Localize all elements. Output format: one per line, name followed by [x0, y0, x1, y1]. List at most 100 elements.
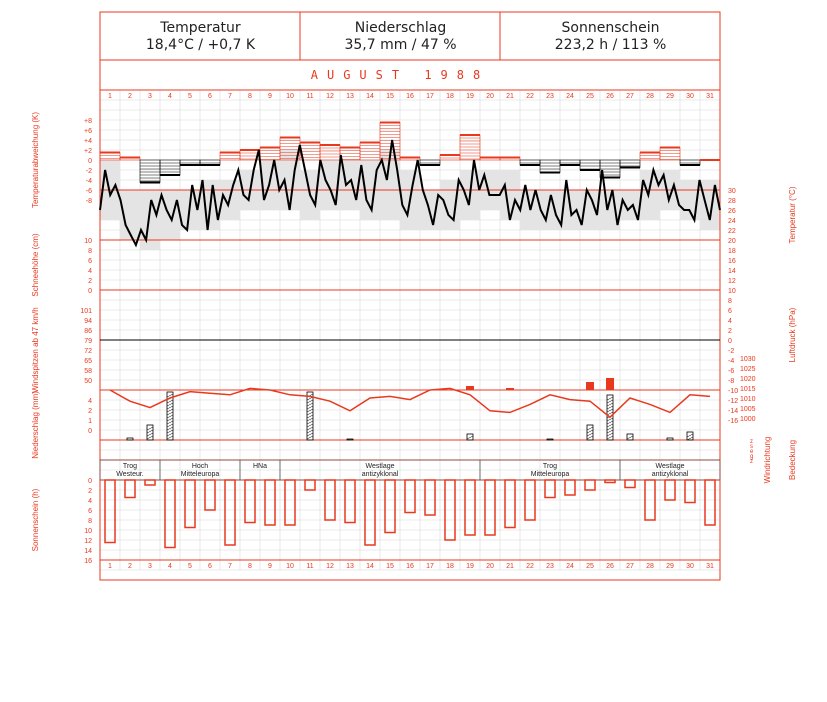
precipitation-hatch — [606, 399, 614, 404]
sunshine-bar — [164, 479, 176, 549]
precipitation-hatch — [306, 423, 314, 428]
day-label-top: 6 — [208, 93, 212, 100]
sunshine-bar — [344, 479, 356, 524]
tick-temperature: -16 — [728, 418, 738, 425]
sunshine-bar — [464, 479, 476, 536]
regime-label: HNa — [253, 463, 267, 470]
tick-temperature: 16 — [728, 258, 736, 265]
day-label-bottom: 17 — [426, 563, 434, 570]
precipitation-hatch — [306, 432, 314, 437]
precipitation-bar — [546, 438, 554, 441]
temperature-range-band — [140, 190, 160, 250]
precipitation-hatch — [166, 393, 174, 398]
day-label-bottom: 2 — [128, 563, 132, 570]
tick-temp-deviation: 0 — [88, 158, 92, 165]
precipitation-hatch — [166, 417, 174, 422]
tick-temp-deviation: -4 — [86, 178, 92, 185]
tick-sunshine: 14 — [84, 548, 92, 555]
tick-snow-depth: 0 — [88, 288, 92, 295]
tick-temp-deviation: +2 — [84, 148, 92, 155]
precipitation-hatch — [306, 414, 314, 419]
tick-precipitation: 4 — [88, 398, 92, 405]
label-layer: AUGUST 1988 1122334455667788991010111112… — [31, 68, 797, 570]
wind-gust-layer — [466, 378, 614, 390]
sunshine-bar — [564, 479, 576, 496]
axis-title-sunshine: Sonnenschein (h) — [31, 488, 40, 551]
temperature-range-band — [440, 180, 460, 230]
sunshine-bar — [224, 479, 236, 546]
regime-label: Mitteleuropa — [181, 471, 220, 478]
precipitation-hatch — [306, 411, 314, 416]
day-label-bottom: 19 — [466, 563, 474, 570]
day-label-bottom: 27 — [626, 563, 634, 570]
tick-temp-deviation: +6 — [84, 128, 92, 135]
precipitation-hatch — [586, 432, 594, 437]
tick-temperature: 14 — [728, 268, 736, 275]
temperature-range-band — [320, 160, 340, 210]
sunshine-bar — [104, 479, 116, 544]
tick-temperature: 10 — [728, 288, 736, 295]
tick-temp-deviation: +4 — [84, 138, 92, 145]
day-label-top: 20 — [486, 93, 494, 100]
precipitation-hatch — [306, 417, 314, 422]
day-label-bottom: 24 — [566, 563, 574, 570]
day-label-top: 10 — [286, 93, 294, 100]
regime-label: Hoch — [192, 463, 208, 470]
tick-sunshine: 10 — [84, 528, 92, 535]
sunshine-bar — [644, 479, 656, 521]
day-label-top: 18 — [446, 93, 454, 100]
tick-temp-deviation: -8 — [86, 198, 92, 205]
day-label-top: 21 — [506, 93, 514, 100]
day-label-top: 14 — [366, 93, 374, 100]
day-label-top: 9 — [268, 93, 272, 100]
day-label-top: 7 — [228, 93, 232, 100]
temperature-line — [99, 139, 721, 248]
day-label-top: 31 — [706, 93, 714, 100]
sunshine-bar — [324, 479, 336, 521]
precipitation-bar — [346, 438, 354, 441]
sunshine-bar — [304, 479, 316, 491]
tick-wind-gusts: 79 — [84, 338, 92, 345]
precipitation-hatch — [166, 429, 174, 434]
day-label-bottom: 23 — [546, 563, 554, 570]
tick-wind-cloud: z — [750, 459, 753, 465]
day-label-bottom: 12 — [326, 563, 334, 570]
day-label-bottom: 21 — [506, 563, 514, 570]
tick-precipitation: 0 — [88, 428, 92, 435]
precipitation-bar — [166, 391, 174, 441]
precipitation-hatch — [606, 426, 614, 431]
precipitation-hatch — [606, 396, 614, 401]
day-label-top: 29 — [666, 93, 674, 100]
precipitation-bar — [666, 437, 674, 441]
day-label-top: 8 — [248, 93, 252, 100]
day-label-top: 1 — [108, 93, 112, 100]
tick-temperature: -14 — [728, 408, 738, 415]
precipitation-hatch — [166, 408, 174, 413]
precipitation-bar — [126, 437, 134, 441]
tick-snow-depth: 10 — [84, 238, 92, 245]
tick-temperature: 26 — [728, 208, 736, 215]
precipitation-hatch — [686, 433, 694, 438]
axis-title-temp-deviation: Temperaturabweichung (K) — [31, 112, 40, 208]
wind-gust-bar — [466, 386, 474, 390]
precipitation-hatch — [146, 435, 154, 440]
sunshine-bar — [584, 479, 596, 491]
header-precipitation-value: 35,7 mm / 47 % — [344, 37, 457, 53]
grid-layer — [99, 89, 721, 571]
tick-temperature: 30 — [728, 188, 736, 195]
day-label-bottom: 1 — [108, 563, 112, 570]
day-label-top: 24 — [566, 93, 574, 100]
tick-temp-deviation: -6 — [86, 188, 92, 195]
day-label-top: 16 — [406, 93, 414, 100]
regime-label: Trog — [123, 463, 137, 470]
sunshine-bar — [364, 479, 376, 546]
precipitation-hatch — [166, 420, 174, 425]
tick-wind-gusts: 86 — [84, 328, 92, 335]
precipitation-hatch — [586, 429, 594, 434]
regime-label: Westeur. — [116, 471, 144, 478]
sunshine-bar — [384, 479, 396, 534]
precipitation-hatch — [306, 408, 314, 413]
day-label-bottom: 18 — [446, 563, 454, 570]
tick-air-pressure: 1020 — [740, 376, 756, 383]
